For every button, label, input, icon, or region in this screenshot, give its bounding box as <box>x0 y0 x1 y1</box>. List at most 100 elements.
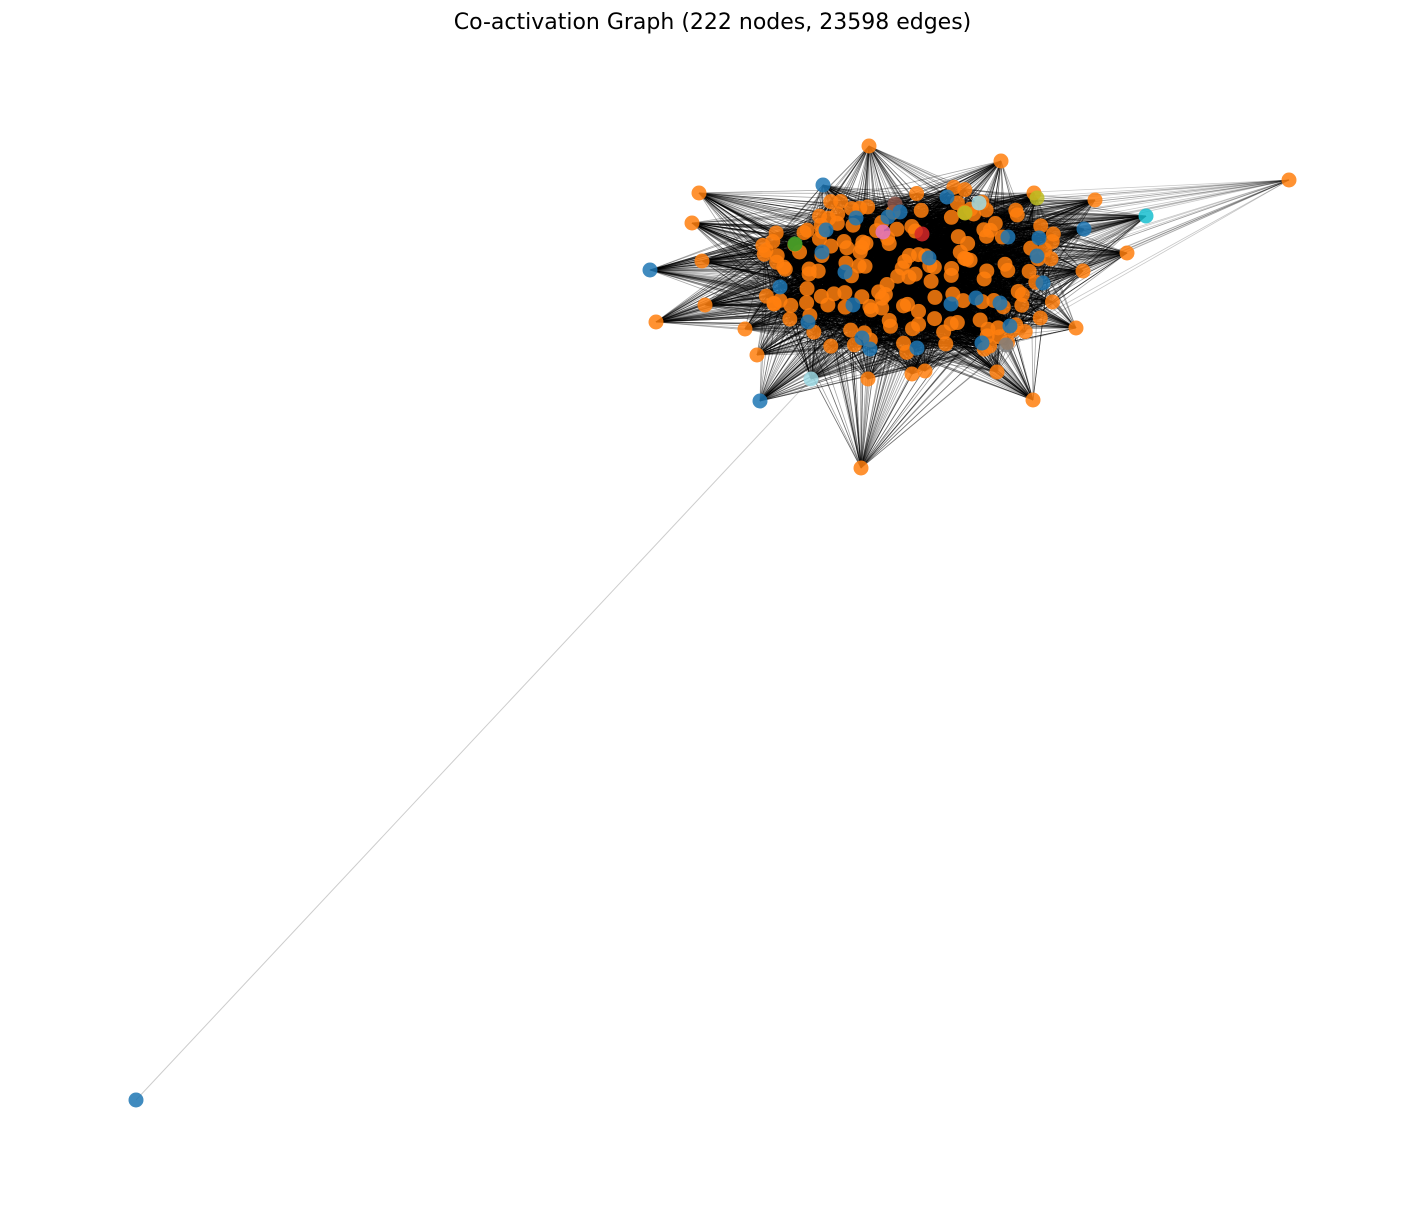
graph-edge <box>813 202 958 333</box>
graph-edge <box>981 197 1038 203</box>
graph-node <box>128 1092 144 1108</box>
graph-node <box>782 311 798 327</box>
graph-edge <box>860 336 1000 469</box>
graph-node <box>904 366 920 382</box>
graph-edge <box>691 222 764 246</box>
graph-node <box>1032 310 1048 326</box>
graph-node <box>1044 294 1060 310</box>
graph-node <box>927 289 943 305</box>
graph-edge <box>789 318 812 380</box>
graph-node <box>955 293 971 309</box>
nodes-layer <box>128 138 1297 1108</box>
graph-node <box>818 222 834 238</box>
graph-node <box>845 297 861 313</box>
graph-edge <box>964 211 1147 217</box>
graph-edge <box>704 304 831 347</box>
graph-edge <box>1052 215 1147 303</box>
graph-edge <box>649 255 778 271</box>
graph-node <box>826 286 842 302</box>
graph-edge <box>655 201 831 323</box>
graph-edge <box>830 345 869 380</box>
graph-edge <box>649 201 841 271</box>
graph-node <box>901 248 917 264</box>
graph-node <box>860 199 876 215</box>
graph-edge <box>691 222 808 231</box>
graph-edge <box>1044 249 1128 254</box>
graph-edge <box>759 342 1008 402</box>
graph-edge <box>1025 179 1290 332</box>
graph-edge <box>1012 330 1034 401</box>
graph-node <box>1033 218 1049 234</box>
graph-node <box>1000 262 1016 278</box>
graph-node <box>899 296 915 312</box>
graph-edge <box>704 303 775 306</box>
graph-edge <box>818 270 936 298</box>
graph-node <box>752 393 768 409</box>
graph-edge <box>1035 215 1147 283</box>
graph-node <box>737 321 753 337</box>
graph-node <box>921 250 937 266</box>
graph-edge <box>744 328 831 347</box>
graph-node <box>860 371 876 387</box>
graph-node <box>943 267 959 283</box>
graph-node <box>684 215 700 231</box>
graph-edge <box>655 261 777 323</box>
graph-edge <box>649 232 777 271</box>
graph-edge <box>868 145 1016 211</box>
graph-edge <box>744 254 765 330</box>
graph-node <box>892 204 908 220</box>
graph-edge <box>859 145 870 209</box>
graph-edge <box>850 330 862 469</box>
graph-edge <box>698 192 917 194</box>
graph-node <box>914 226 930 242</box>
graph-node <box>803 371 819 387</box>
graph-node <box>768 225 784 241</box>
edges-layer <box>135 145 1290 1101</box>
graph-node <box>823 338 839 354</box>
graph-node <box>1031 230 1047 246</box>
graph-edge <box>1018 179 1290 292</box>
graph-node <box>813 288 829 304</box>
graph-node <box>927 311 943 327</box>
graph-node <box>783 297 799 313</box>
graph-edge <box>759 318 935 402</box>
graph-node <box>801 261 817 277</box>
graph-edge <box>870 339 1034 401</box>
graph-edge <box>135 378 812 1101</box>
graph-node <box>1014 297 1030 313</box>
graph-edge <box>870 339 1034 401</box>
graph-node <box>1138 208 1154 224</box>
graph-edge <box>810 344 855 380</box>
graph-edge <box>1017 214 1085 230</box>
graph-node <box>905 321 921 337</box>
graph-node <box>1045 226 1061 242</box>
graph-node <box>909 340 925 356</box>
graph-node <box>815 177 831 193</box>
graph-edge <box>1040 179 1290 227</box>
graph-node <box>691 185 707 201</box>
graph-edge <box>945 343 1034 401</box>
graph-title: Co-activation Graph (222 nodes, 23598 ed… <box>453 10 972 35</box>
graph-node <box>839 240 855 256</box>
graph-node <box>1075 263 1091 279</box>
graph-node <box>979 263 995 279</box>
graph-node <box>871 284 887 300</box>
graph-node <box>799 281 815 297</box>
graph-node <box>939 189 955 205</box>
graph-node <box>968 290 984 306</box>
graph-node <box>837 285 853 301</box>
graph-node <box>1029 248 1045 264</box>
graph-edge <box>789 318 812 380</box>
graph-edge <box>691 222 808 231</box>
graph-edge <box>1003 179 1290 308</box>
graph-edge <box>840 145 870 202</box>
graph-node <box>913 202 929 218</box>
graph-node <box>943 296 959 312</box>
graph-edge <box>809 315 862 469</box>
graph-edge <box>830 160 1002 203</box>
graph-edge <box>691 201 831 224</box>
graph-edge <box>759 300 781 402</box>
graph-edge <box>759 300 781 402</box>
graph-node <box>1035 275 1051 291</box>
